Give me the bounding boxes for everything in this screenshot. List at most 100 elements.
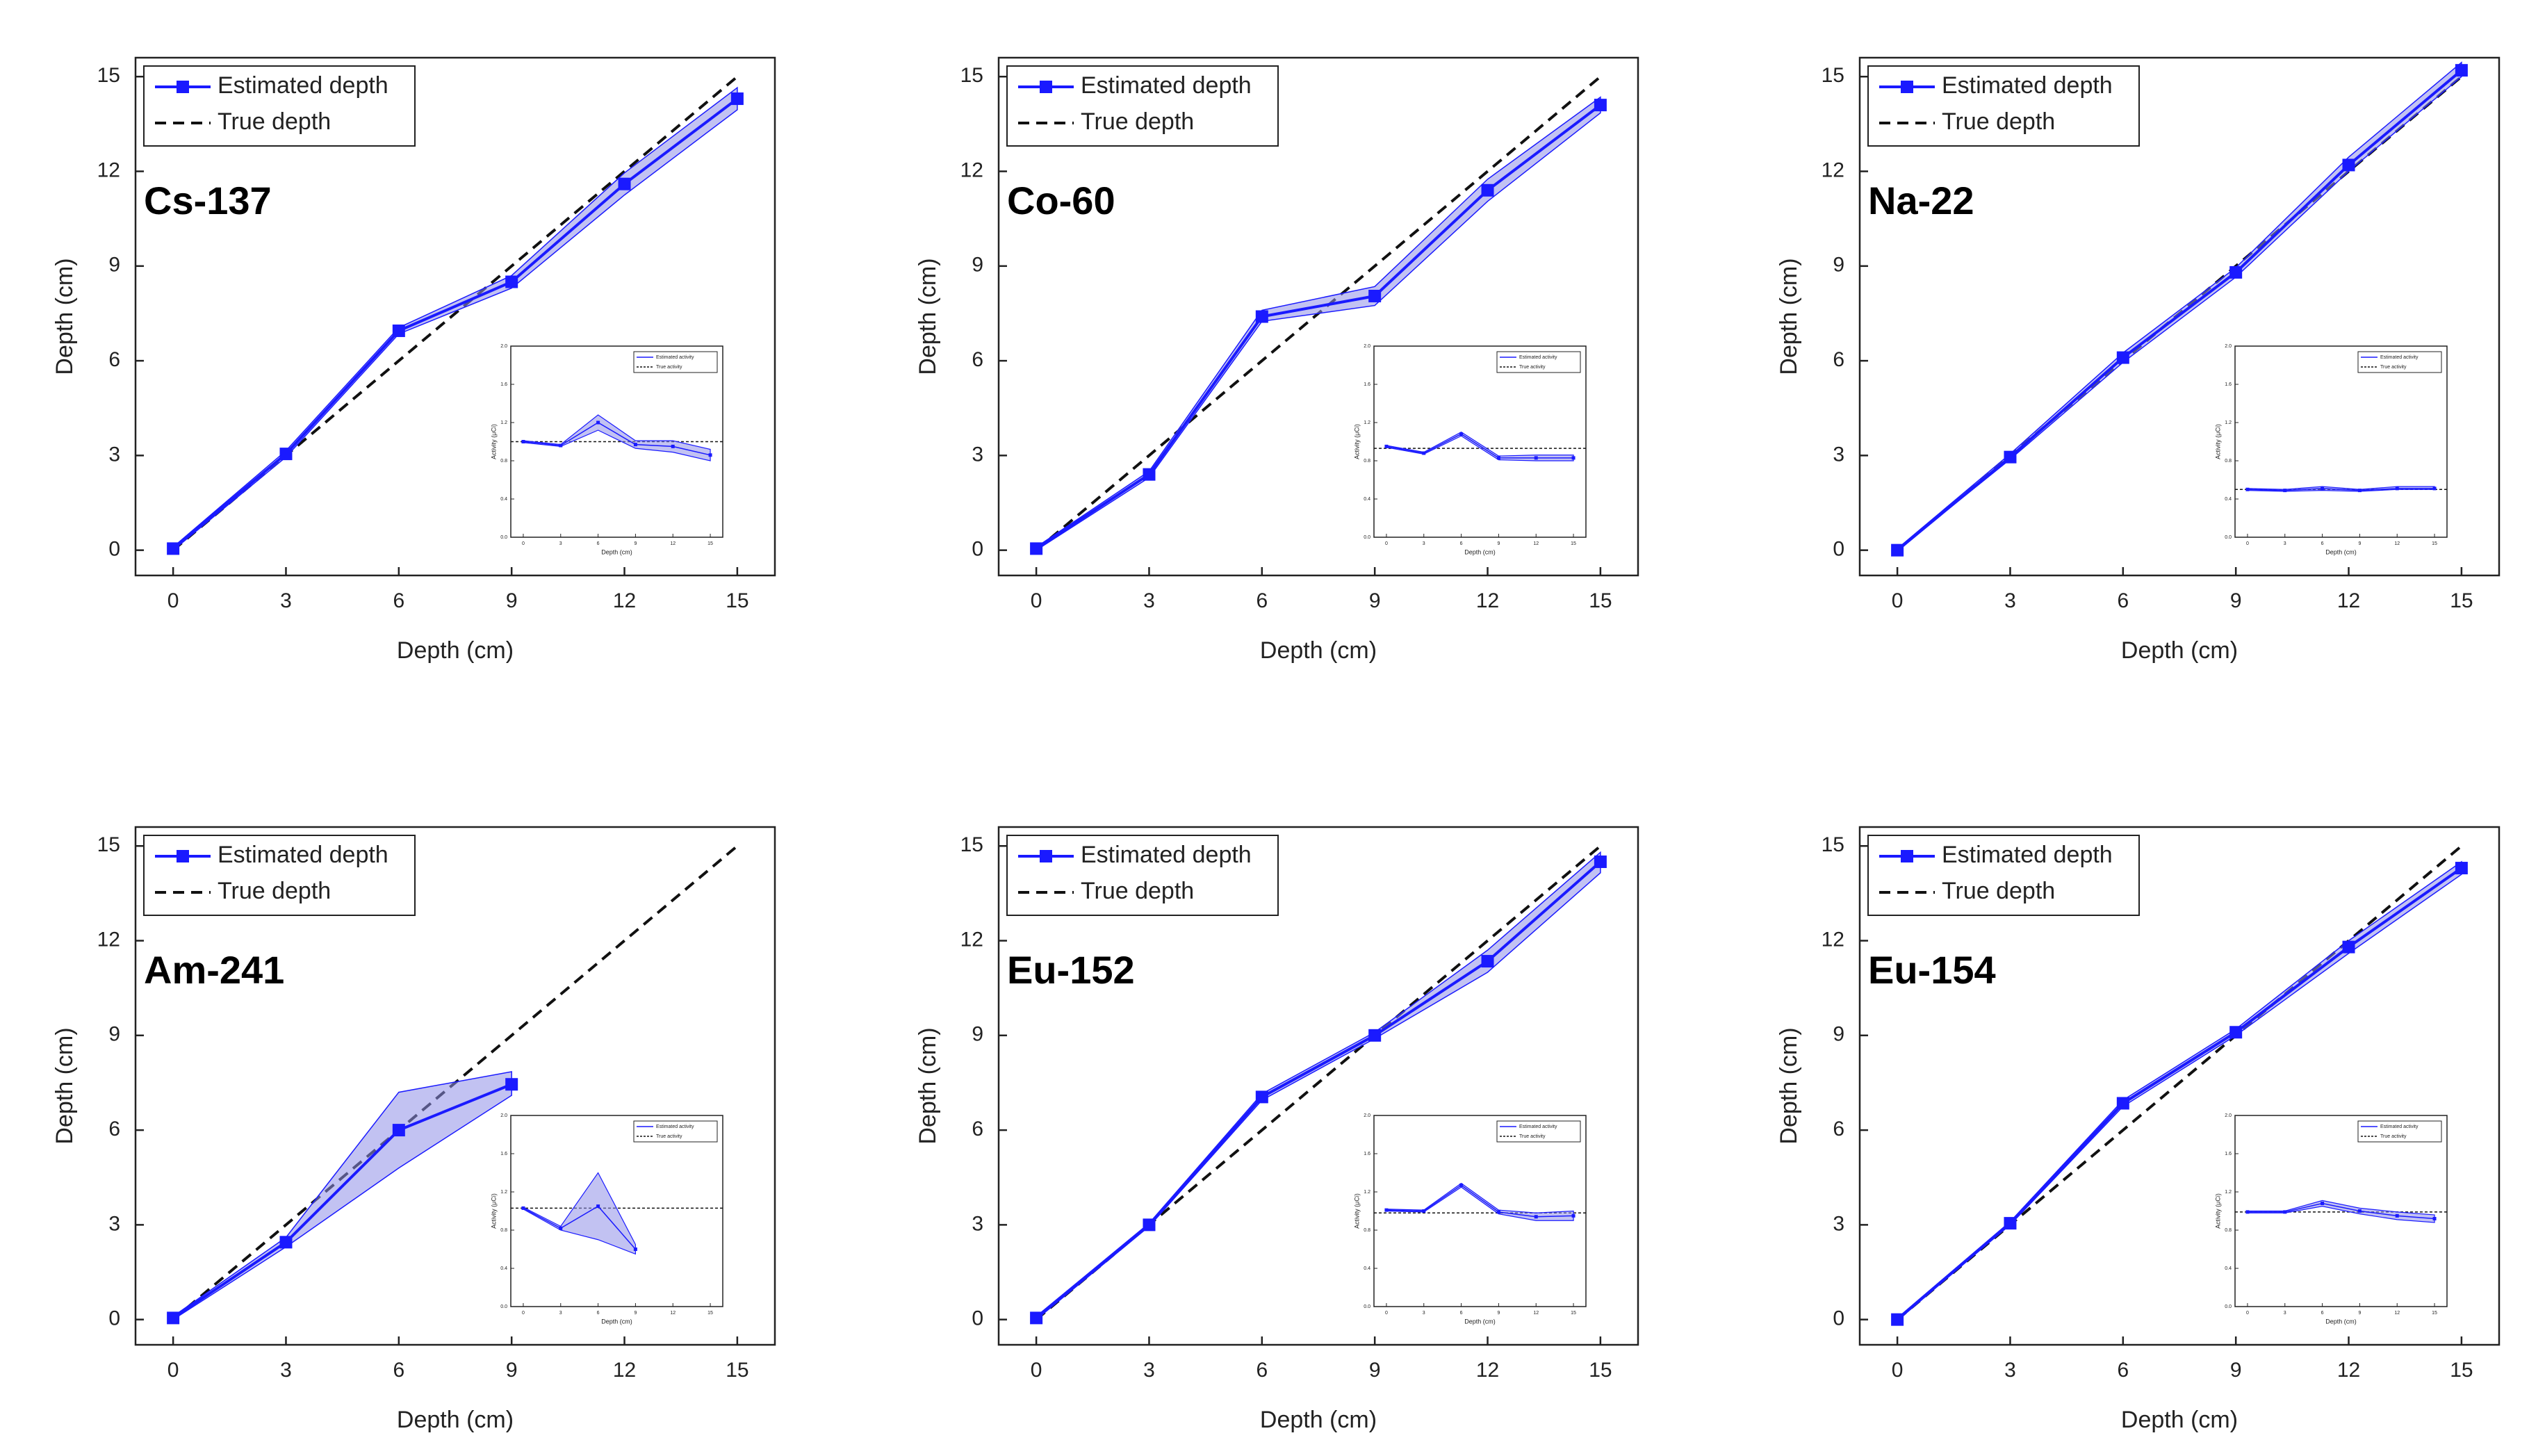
x-tick-label: 15 [726, 589, 748, 612]
inset-x-axis-label: Depth (cm) [2325, 1318, 2357, 1325]
inset-y-tick-label: 0.4 [2225, 1266, 2232, 1271]
x-axis-label: Depth (cm) [397, 637, 514, 664]
estimated-depth-point [2229, 1026, 2243, 1039]
y-tick-label: 12 [97, 928, 120, 951]
isotope-label: Na-22 [1868, 179, 1974, 222]
y-tick-label: 3 [108, 443, 120, 466]
x-tick-label: 0 [1031, 589, 1042, 612]
estimated-activity-point [2283, 1210, 2287, 1214]
x-tick-label: 9 [506, 589, 518, 612]
inset-x-tick-label: 3 [1423, 1311, 1425, 1316]
inset-x-tick-label: 3 [1423, 541, 1425, 546]
activity-inset: 0 3 6 9 12 15 0.0 0.4 0.8 1.2 1.6 2.0 Depth (cm) Acti… [2214, 1113, 2448, 1325]
x-tick-label: 0 [1892, 589, 1904, 612]
inset-legend: Estimated activity True activity [2357, 351, 2442, 373]
estimated-depth-point [2342, 940, 2355, 954]
inset-legend: Estimated activity True activity [633, 1120, 718, 1143]
inset-y-tick-label: 1.2 [500, 420, 507, 425]
x-tick-label: 9 [2230, 589, 2242, 612]
estimated-depth-point [1030, 542, 1043, 555]
estimated-depth-point [505, 275, 518, 288]
inset-y-tick-label: 0.8 [2225, 1228, 2232, 1233]
estimated-activity-point [2395, 486, 2399, 491]
inset-x-tick-label: 6 [2321, 541, 2324, 546]
inset-y-tick-label: 0.4 [1364, 497, 1370, 502]
y-tick-label: 15 [1822, 833, 1844, 856]
inset-x-tick-label: 12 [2394, 541, 2400, 546]
estimated-depth-point [2116, 351, 2129, 364]
y-axis-label: Depth (cm) [51, 258, 78, 375]
inset-y-axis-label: Activity (μCi) [1353, 1193, 1360, 1229]
y-tick-label: 0 [108, 1307, 120, 1330]
inset-y-tick-label: 0.8 [1364, 1228, 1370, 1233]
estimated-activity-point [1459, 432, 1464, 436]
estimated-activity-point [1422, 451, 1426, 455]
inset-y-axis-label: Activity (μCi) [2214, 1193, 2221, 1229]
inset-y-axis-label: Activity (μCi) [490, 424, 497, 459]
isotope-label: Eu-152 [1007, 948, 1135, 992]
estimated-depth-point [2004, 450, 2017, 464]
inset-x-tick-label: 15 [1571, 541, 1576, 546]
y-tick-label: 3 [1833, 1212, 1844, 1235]
inset-y-tick-label: 0.8 [500, 459, 507, 464]
y-axis-label: Depth (cm) [51, 1027, 78, 1144]
legend-box [143, 65, 416, 147]
legend-box [1006, 65, 1279, 147]
estimated-activity-point [708, 453, 712, 457]
estimated-activity-point [1571, 1213, 1575, 1218]
inset-x-tick-label: 6 [597, 541, 600, 546]
x-tick-label: 15 [2450, 1359, 2473, 1382]
inset-y-tick-label: 0.0 [500, 535, 507, 540]
inset-y-tick-label: 2.0 [1364, 1113, 1370, 1118]
inset-x-tick-label: 3 [559, 541, 562, 546]
legend-estimated-marker [1901, 850, 1913, 862]
y-axis-label: Depth (cm) [915, 1027, 941, 1144]
inset-y-tick-label: 1.6 [500, 1152, 507, 1156]
x-tick-label: 15 [1589, 589, 1612, 612]
y-tick-label: 9 [1833, 254, 1844, 277]
y-tick-label: 12 [1822, 158, 1844, 181]
activity-inset: 0 3 6 9 12 15 0.0 0.4 0.8 1.2 1.6 2.0 Depth (cm) Acti… [1353, 1113, 1587, 1325]
estimated-depth-line [172, 97, 739, 550]
inset-x-tick-label: 0 [522, 541, 525, 546]
inset-legend-true-label: True activity [1519, 365, 1546, 370]
inset-legend-box [633, 351, 718, 373]
legend: Estimated depth True depth [1867, 65, 2140, 147]
estimated-activity-point [2357, 1209, 2362, 1213]
estimated-activity-point [2357, 489, 2362, 493]
inset-x-axis-label: Depth (cm) [601, 1318, 632, 1325]
inset-y-tick-label: 0.8 [2225, 459, 2232, 464]
legend: Estimated depth True depth [143, 835, 416, 916]
legend-estimated-marker [177, 81, 189, 93]
chart-panel-na-22: 0 3 6 9 12 15 0 3 6 9 12 15 Depth (cm) Depth (cm) Esti… [1776, 56, 2501, 664]
legend-estimated-label: Estimated depth [1942, 72, 2113, 99]
isotope-label: Co-60 [1007, 179, 1115, 222]
y-tick-label: 6 [972, 1118, 983, 1140]
y-tick-label: 15 [960, 64, 983, 87]
legend-estimated-marker [177, 850, 189, 862]
x-tick-label: 3 [280, 589, 292, 612]
y-tick-label: 6 [108, 348, 120, 371]
inset-y-axis-label: Activity (μCi) [2214, 424, 2221, 459]
estimated-depth-line [1035, 860, 1602, 1319]
inset-x-tick-label: 12 [1533, 1311, 1539, 1316]
x-tick-label: 0 [1031, 1359, 1042, 1382]
estimated-activity-point [559, 443, 563, 448]
estimated-depth-point [2229, 265, 2243, 279]
y-tick-label: 0 [972, 1307, 983, 1330]
x-tick-label: 12 [613, 589, 636, 612]
estimated-depth-point [1891, 1313, 1904, 1326]
inset-y-tick-label: 0.4 [1364, 1266, 1370, 1271]
estimated-activity-line [1386, 433, 1574, 459]
estimated-depth-point [2342, 158, 2355, 172]
legend-estimated-marker [1901, 81, 1913, 93]
plot-frame [134, 56, 776, 577]
inset-x-tick-label: 15 [707, 1311, 713, 1316]
x-tick-label: 6 [2117, 589, 2129, 612]
estimated-activity-point [2432, 486, 2437, 491]
estimated-depth-point [1481, 955, 1494, 968]
inset-x-tick-label: 6 [597, 1311, 600, 1316]
x-axis-label: Depth (cm) [2121, 637, 2238, 664]
estimated-activity-line [2247, 488, 2435, 491]
